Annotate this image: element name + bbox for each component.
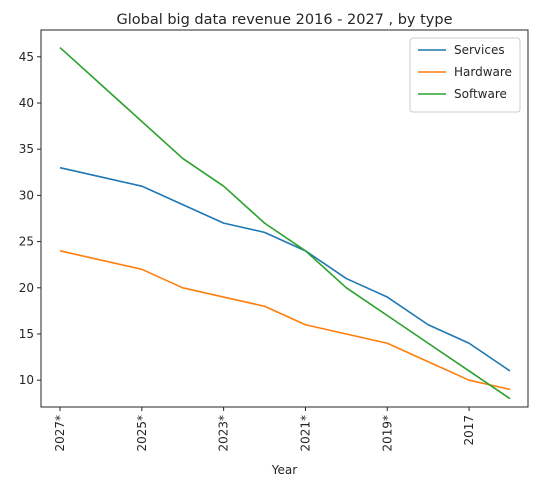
legend: Services Hardware Software (409, 37, 521, 113)
series-line-hardware (59, 250, 511, 391)
legend-label: Hardware (454, 65, 512, 79)
chart-title: Global big data revenue 2016 - 2027 , by… (116, 12, 452, 28)
x-axis: 2027* 2025* 2023* 2021* 2019* 2017 (53, 407, 476, 452)
x-tick-label: 2019* (380, 415, 394, 452)
y-axis: 10 15 20 25 30 35 40 45 (19, 50, 41, 387)
x-tick-label: 2017 (462, 415, 476, 446)
legend-label: Services (454, 43, 505, 57)
y-tick-label: 40 (19, 96, 34, 110)
y-tick-label: 25 (19, 235, 34, 249)
y-tick-label: 15 (19, 327, 34, 341)
x-tick-label: 2023* (217, 415, 231, 452)
plot-area (40, 29, 529, 408)
x-tick-label: 2027* (53, 415, 67, 452)
legend-label: Software (454, 87, 507, 101)
y-tick-label: 35 (19, 142, 34, 156)
y-tick-label: 30 (19, 188, 34, 202)
y-tick-label: 45 (19, 50, 34, 64)
y-tick-label: 10 (19, 373, 34, 387)
series-layer (59, 46, 511, 400)
x-tick-label: 2025* (135, 415, 149, 452)
x-tick-label: 2021* (298, 415, 312, 452)
y-tick-label: 20 (19, 281, 34, 295)
x-axis-title: Year (271, 463, 297, 477)
series-line-services (59, 166, 511, 372)
series-line-software (59, 46, 511, 400)
